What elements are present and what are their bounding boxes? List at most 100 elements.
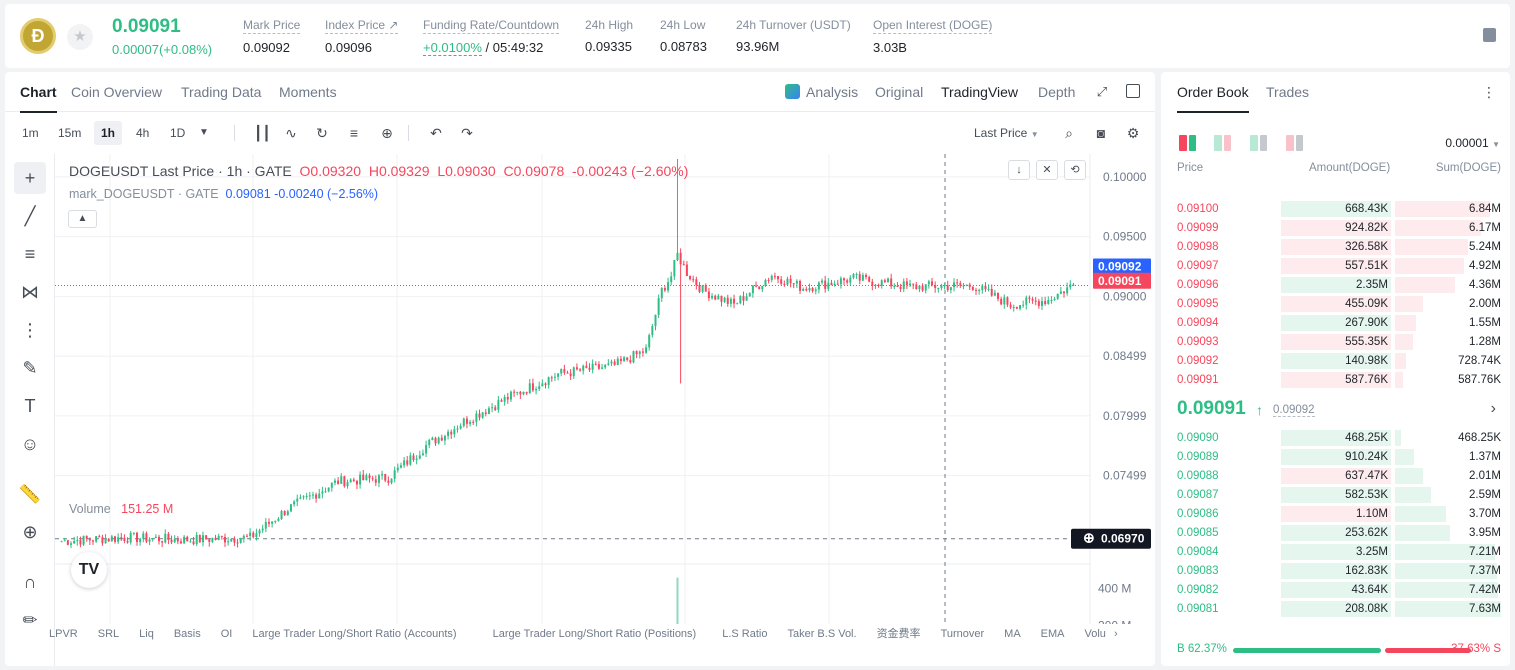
favorite-star-icon[interactable]: ★	[67, 24, 93, 50]
candle-type-icon[interactable]: ┃┃	[254, 125, 271, 141]
indicator-item[interactable]: SRL	[97, 628, 120, 640]
compare-icon[interactable]: ↻	[316, 125, 328, 141]
tab-moments[interactable]: Moments	[279, 84, 337, 100]
tradingview-logo-icon[interactable]: TV	[71, 552, 107, 588]
window-icon[interactable]	[1126, 84, 1140, 98]
order-row[interactable]: 0.09089 910.24K 1.37M	[1161, 448, 1510, 467]
more-vertical-icon[interactable]: ⋮	[1482, 84, 1496, 100]
magnet-icon[interactable]: ∩	[23, 572, 37, 592]
indicators-icon[interactable]: ∿	[285, 125, 297, 141]
order-row[interactable]: 0.09095 455.09K 2.00M	[1161, 295, 1510, 314]
order-row[interactable]: 0.09096 2.35M 4.36M	[1161, 276, 1510, 295]
order-row[interactable]: 0.09086 1.10M 3.70M	[1161, 505, 1510, 524]
undo-icon[interactable]: ↶	[430, 125, 442, 141]
emoji-icon[interactable]: ☺	[20, 434, 40, 454]
order-row[interactable]: 0.09099 924.82K 6.17M	[1161, 219, 1510, 238]
collapse-icon[interactable]: ✕	[1036, 160, 1058, 180]
tab-chart[interactable]: Chart	[20, 84, 57, 113]
horizontal-lines-icon[interactable]: ≡	[24, 244, 36, 264]
indicator-item[interactable]: EMA	[1040, 628, 1065, 640]
order-row[interactable]: 0.09082 43.64K 7.42M	[1161, 581, 1510, 600]
order-row[interactable]: 0.09084 3.25M 7.21M	[1161, 543, 1510, 562]
camera-icon[interactable]: ◙	[1096, 125, 1106, 141]
fib-icon[interactable]: ⋮	[21, 320, 39, 340]
layout-bids-icon[interactable]	[1250, 135, 1267, 151]
layout-split-icon[interactable]	[1214, 135, 1231, 151]
timeframe-dropdown-icon[interactable]: ▼	[199, 127, 209, 138]
view-original[interactable]: Original	[875, 84, 924, 100]
book-icon[interactable]	[1483, 28, 1496, 42]
candle-down	[799, 281, 802, 291]
order-row[interactable]: 0.09087 582.53K 2.59M	[1161, 486, 1510, 505]
candlestick-chart[interactable]: 1920212223240.100000.095000.090000.08499…	[55, 154, 1155, 624]
order-row[interactable]: 0.09097 557.51K 4.92M	[1161, 257, 1510, 276]
price-type-select[interactable]: Last Price ▼	[974, 121, 1039, 145]
sell-ratio-bar	[1385, 648, 1471, 653]
timeframe-15m[interactable]: 15m	[58, 126, 82, 140]
trend-line-icon[interactable]: ╱	[24, 206, 36, 226]
crosshair-icon[interactable]: +	[14, 162, 46, 194]
order-row[interactable]: 0.09085 253.62K 3.95M	[1161, 524, 1510, 543]
view-tradingview[interactable]: TradingView	[941, 84, 1019, 100]
brush-icon[interactable]: ✎	[22, 358, 38, 378]
templates-icon[interactable]: ≡	[349, 125, 359, 141]
redo-icon[interactable]: ↷	[461, 125, 473, 141]
zoom-in-icon[interactable]: ⊕	[22, 522, 38, 542]
tab-trades[interactable]: Trades	[1266, 84, 1310, 100]
indicator-item[interactable]: Volu	[1084, 628, 1106, 640]
settings-gear-icon[interactable]: ⚙	[1126, 125, 1140, 141]
precision-select[interactable]: 0.00001 ▼	[1445, 136, 1500, 150]
scroll-down-icon[interactable]: ↓	[1008, 160, 1030, 180]
mid-price[interactable]: 0.09091	[1177, 398, 1246, 419]
mark-price-label[interactable]: Mark Price	[243, 18, 301, 34]
order-row[interactable]: 0.09083 162.83K 7.37M	[1161, 562, 1510, 581]
indicator-item[interactable]: MA	[1004, 628, 1021, 640]
reset-view-icon[interactable]: ⟲	[1064, 160, 1086, 180]
order-row[interactable]: 0.09098 326.58K 5.24M	[1161, 238, 1510, 257]
order-row[interactable]: 0.09091 587.76K 587.76K	[1161, 371, 1510, 390]
indicator-item[interactable]: Taker B.S Vol.	[787, 628, 857, 640]
add-indicator-icon[interactable]: ⊕	[381, 125, 393, 141]
timeframe-1d[interactable]: 1D	[170, 126, 186, 140]
chevron-right-icon[interactable]: ›	[1113, 628, 1118, 640]
index-price-label[interactable]: Index Price ↗	[325, 18, 399, 34]
pattern-icon[interactable]: ⋈	[21, 282, 39, 302]
order-row[interactable]: 0.09100 668.43K 6.84M	[1161, 200, 1510, 219]
view-depth[interactable]: Depth	[1038, 84, 1076, 100]
chevron-right-icon[interactable]: ›	[1490, 400, 1496, 417]
search-icon[interactable]: ⌕	[1065, 125, 1073, 141]
order-row[interactable]: 0.09092 140.98K 728.74K	[1161, 352, 1510, 371]
funding-rate-percent[interactable]: +0.0100%	[423, 40, 482, 56]
view-analysis[interactable]: Analysis	[806, 84, 859, 100]
timeframe-1m[interactable]: 1m	[22, 126, 39, 140]
layout-asks-icon[interactable]	[1286, 135, 1303, 151]
order-row[interactable]: 0.09094 267.90K 1.55M	[1161, 314, 1510, 333]
indicator-item[interactable]: Large Trader Long/Short Ratio (Positions…	[492, 628, 697, 640]
open-interest-label[interactable]: Open Interest (DOGE)	[873, 18, 993, 34]
indicator-item[interactable]: OI	[220, 628, 233, 640]
indicator-item[interactable]: Turnover	[940, 628, 985, 640]
order-row[interactable]: 0.09081 208.08K 7.63M	[1161, 600, 1510, 619]
text-tool-icon[interactable]: T	[24, 396, 36, 416]
tab-order-book[interactable]: Order Book	[1177, 84, 1249, 113]
order-row[interactable]: 0.09093 555.35K 1.28M	[1161, 333, 1510, 352]
order-row[interactable]: 0.09090 468.25K 468.25K	[1161, 429, 1510, 448]
tab-coin-overview[interactable]: Coin Overview	[71, 84, 163, 100]
legend-collapse-button[interactable]: ▲	[68, 210, 97, 228]
order-row[interactable]: 0.09088 637.47K 2.01M	[1161, 467, 1510, 486]
indicator-item[interactable]: Liq	[139, 628, 154, 640]
timeframe-4h[interactable]: 4h	[136, 126, 150, 140]
tab-trading-data[interactable]: Trading Data	[181, 84, 262, 100]
indicator-item[interactable]: Basis	[173, 628, 201, 640]
ruler-icon[interactable]: 📏	[18, 484, 42, 504]
indicator-item[interactable]: 资金费率	[876, 628, 921, 640]
layout-both-icon[interactable]	[1179, 135, 1196, 151]
funding-rate-label[interactable]: Funding Rate/Countdown	[423, 18, 560, 34]
indicator-item[interactable]: Large Trader Long/Short Ratio (Accounts)	[252, 628, 457, 640]
expand-icon[interactable]: ⤢	[1096, 84, 1108, 99]
indicator-item[interactable]: L.S Ratio	[722, 628, 768, 640]
indicator-item[interactable]: LPVR	[49, 628, 78, 640]
pencil-icon[interactable]: ✏	[22, 610, 38, 630]
candle-up	[403, 460, 406, 466]
timeframe-1h[interactable]: 1h	[94, 121, 123, 145]
